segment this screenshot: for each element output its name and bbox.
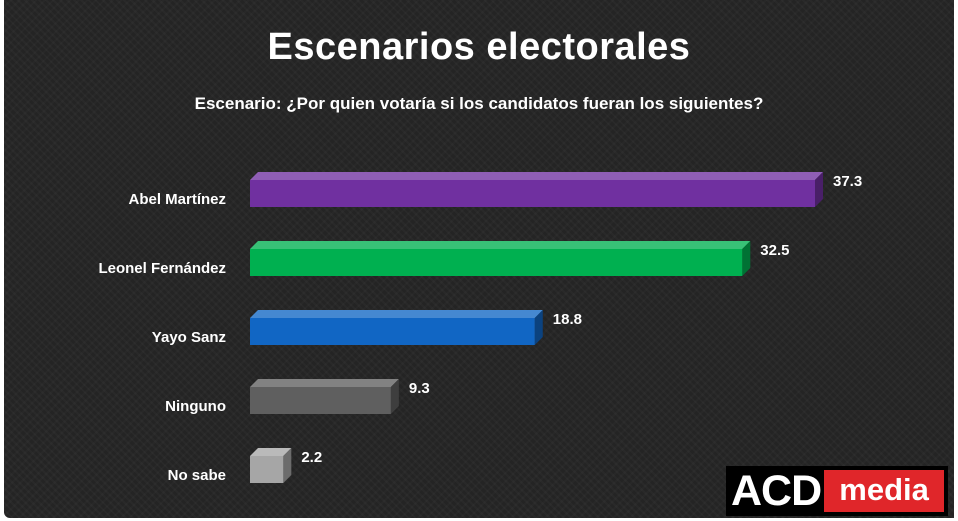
bar-front-leonel-fernandez [250,249,743,276]
bar-yayo-sanz [250,310,543,345]
bar-top-abel-martinez [250,172,823,180]
logo-acd-text: ACD [731,466,822,515]
bar-side-ninguno [390,379,399,414]
bar-front-abel-martinez [250,180,815,207]
value-label-abel-martinez: 37.3 [833,173,862,190]
logo-media-text: media [824,470,944,512]
bar-front-no-sabe [250,456,284,483]
bar-top-leonel-fernandez [250,241,751,249]
category-label-no-sabe: No sabe [168,467,226,484]
bar-no-sabe [250,448,292,483]
value-label-no-sabe: 2.2 [301,449,322,466]
category-label-ninguno: Ninguno [165,398,226,415]
bar-front-ninguno [250,387,391,414]
bar-side-no-sabe [283,448,292,483]
category-label-yayo-sanz: Yayo Sanz [152,329,226,346]
bar-top-no-sabe [250,448,292,456]
acd-media-logo: ACD media [726,466,948,516]
chart-subtitle: Escenario: ¿Por quien votaría si los can… [194,94,764,113]
category-label-leonel-fernandez: Leonel Fernández [98,260,226,277]
category-label-abel-martinez: Abel Martínez [128,191,226,208]
bar-top-yayo-sanz [250,310,543,318]
value-label-yayo-sanz: 18.8 [553,311,582,328]
bar-front-yayo-sanz [250,318,535,345]
bar-side-yayo-sanz [534,310,543,345]
bar-abel-martinez [250,172,823,207]
bar-side-abel-martinez [815,172,823,207]
bar-ninguno [250,379,399,414]
value-label-leonel-fernandez: 32.5 [760,242,789,259]
bar-side-leonel-fernandez [742,241,751,276]
bar-top-ninguno [250,379,399,387]
bar-leonel-fernandez [250,241,751,276]
chart-title: Escenarios electorales [267,26,691,68]
value-label-ninguno: 9.3 [409,380,430,397]
